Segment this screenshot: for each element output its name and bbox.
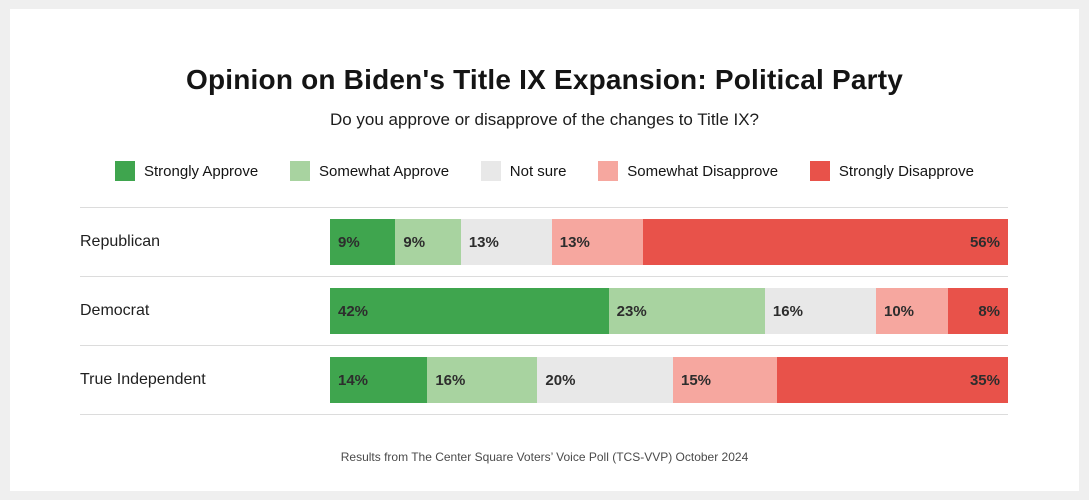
bar-segment: 35%: [776, 357, 1008, 403]
bar-segment: 56%: [642, 219, 1008, 265]
legend-swatch-icon: [809, 161, 830, 181]
stacked-bar-chart: Republican 9% 9% 13% 13% 56% Democrat 42% 23% 16%…: [80, 207, 1008, 415]
chart-title: Opinion on Biden's Title IX Expansion: P…: [185, 64, 904, 95]
bar-segment: 16%: [764, 288, 876, 334]
legend-label: Strongly Disapprove: [838, 162, 974, 180]
bar-row: Democrat 42% 23% 16% 10% 8%: [80, 276, 1008, 345]
source-note: Results from The Center Square Voters’ V…: [340, 450, 749, 464]
legend-item: Strongly Disapprove: [809, 161, 974, 181]
bar-segment: 9%: [330, 219, 396, 265]
legend-label: Not sure: [509, 162, 567, 180]
row-label: True Independent: [80, 371, 206, 388]
bar-row: True Independent 14% 16% 20% 15% 35%: [80, 345, 1008, 415]
row-label: Democrat: [80, 302, 150, 319]
stacked-bar: 14% 16% 20% 15% 35%: [330, 357, 1008, 403]
legend-swatch-icon: [115, 161, 135, 181]
legend-label: Somewhat Approve: [318, 162, 450, 180]
bar-segment: 20%: [537, 357, 673, 403]
legend-swatch-icon: [598, 161, 619, 181]
chart-card: Opinion on Biden's Title IX Expansion: P…: [10, 9, 1079, 491]
bar-segment: 16%: [427, 357, 538, 403]
bar-segment: 15%: [672, 357, 777, 403]
stacked-bar: 42% 23% 16% 10% 8%: [330, 288, 1008, 334]
bar-segment: 13%: [460, 219, 552, 265]
bar-segment: 9%: [395, 219, 461, 265]
legend-item: Somewhat Approve: [289, 161, 450, 181]
legend-item: Somewhat Disapprove: [598, 161, 778, 181]
legend-label: Strongly Approve: [144, 162, 259, 180]
bar-segment: 14%: [330, 357, 428, 403]
legend-swatch-icon: [289, 161, 310, 181]
bar-segment: 13%: [551, 219, 643, 265]
legend-label: Somewhat Disapprove: [627, 162, 779, 180]
legend-item: Not sure: [480, 161, 567, 181]
row-label: Republican: [80, 233, 161, 250]
legend-item: Strongly Approve: [115, 161, 258, 181]
bar-segment: 23%: [608, 288, 765, 334]
legend-swatch-icon: [480, 161, 501, 181]
legend: Strongly Approve Somewhat Approve Not sure…: [115, 161, 974, 181]
bar-segment: 42%: [330, 288, 609, 334]
bar-segment: 8%: [948, 288, 1008, 334]
stacked-bar: 9% 9% 13% 13% 56%: [330, 219, 1008, 265]
chart-subtitle: Do you approve or disapprove of the chan…: [329, 110, 760, 129]
bar-segment: 10%: [876, 288, 949, 334]
bar-row: Republican 9% 9% 13% 13% 56%: [80, 207, 1008, 276]
